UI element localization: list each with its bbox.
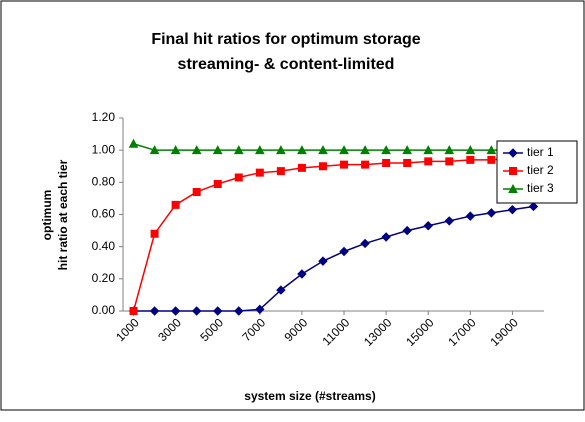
marker (402, 145, 413, 155)
marker (466, 155, 475, 164)
marker (361, 160, 370, 169)
marker (381, 145, 391, 155)
marker (233, 145, 244, 155)
marker (465, 211, 476, 221)
marker (318, 162, 327, 171)
legend-marker (508, 148, 518, 158)
marker (318, 145, 328, 155)
marker (423, 221, 433, 231)
x-axis-label: system size (#streams) (244, 389, 375, 403)
marker (507, 204, 518, 215)
marker (129, 307, 138, 315)
marker (465, 145, 476, 155)
chart-title: Final hit ratios for optimum storage (151, 31, 420, 48)
y-tick-label: 0.80 (92, 175, 116, 189)
chart-border (0, 0, 585, 411)
marker (276, 285, 286, 295)
chart-title: streaming- & content-limited (178, 56, 395, 73)
marker (192, 187, 201, 196)
legend-marker (509, 167, 517, 175)
marker (255, 304, 265, 315)
marker (360, 238, 370, 249)
marker (382, 159, 391, 168)
legend-marker (508, 183, 518, 193)
y-tick-label: 1.00 (92, 142, 116, 156)
marker (212, 145, 223, 155)
marker (276, 167, 285, 176)
y-axis-label: hit ratio at each tier (56, 159, 70, 270)
marker (171, 200, 180, 209)
marker (149, 145, 160, 155)
marker (170, 306, 181, 316)
marker (213, 179, 222, 188)
marker (381, 232, 391, 242)
marker (149, 306, 160, 316)
marker (318, 256, 328, 266)
marker (150, 229, 159, 238)
y-tick-label: 0.60 (92, 207, 116, 221)
marker (402, 225, 412, 236)
marker (191, 306, 202, 316)
marker (487, 155, 496, 164)
marker (423, 145, 434, 155)
marker (486, 145, 497, 155)
marker (403, 159, 412, 168)
legend-label: tier 2 (527, 163, 554, 177)
marker (234, 173, 243, 182)
y-tick-label: 0.20 (92, 271, 116, 285)
marker (444, 145, 455, 155)
marker (234, 306, 244, 316)
marker (339, 145, 349, 155)
marker (444, 216, 454, 226)
legend-label: tier 1 (527, 145, 554, 159)
marker (445, 157, 454, 166)
marker (254, 145, 265, 155)
marker (340, 160, 349, 169)
marker (191, 145, 202, 155)
marker (213, 306, 223, 316)
y-tick-label: 0.40 (92, 239, 116, 253)
y-tick-label: 0.00 (92, 303, 116, 317)
marker (297, 269, 307, 279)
marker (128, 138, 139, 148)
y-tick-label: 1.20 (92, 110, 116, 124)
marker (360, 145, 370, 155)
marker (528, 201, 539, 212)
marker (297, 163, 306, 172)
marker (170, 145, 181, 155)
marker (297, 145, 307, 155)
marker (424, 157, 433, 166)
legend-label: tier 3 (527, 181, 554, 195)
marker (255, 168, 264, 177)
marker (339, 246, 349, 257)
marker (276, 145, 286, 155)
line (133, 143, 534, 151)
y-axis-label: optimum (40, 190, 54, 241)
marker (486, 208, 497, 218)
